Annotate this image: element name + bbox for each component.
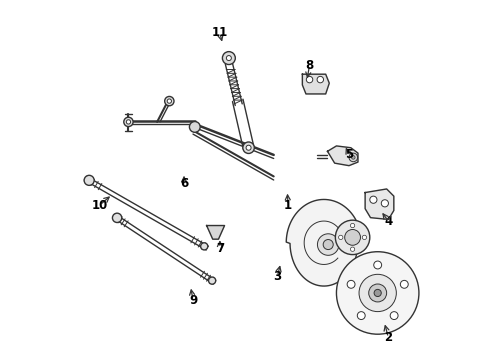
Circle shape [350, 224, 355, 228]
Text: 2: 2 [384, 331, 392, 344]
Circle shape [317, 76, 323, 83]
Circle shape [200, 243, 208, 250]
Polygon shape [365, 189, 394, 220]
Circle shape [337, 252, 419, 334]
Circle shape [165, 96, 174, 106]
Circle shape [124, 117, 133, 127]
Circle shape [390, 312, 398, 320]
Text: 11: 11 [212, 27, 228, 40]
Circle shape [350, 247, 355, 251]
Circle shape [323, 239, 333, 249]
Text: 7: 7 [216, 242, 224, 255]
Circle shape [209, 277, 216, 284]
Text: 1: 1 [284, 199, 292, 212]
Text: 3: 3 [273, 270, 281, 283]
Text: 6: 6 [180, 177, 188, 190]
Circle shape [381, 200, 389, 207]
Circle shape [246, 145, 251, 150]
Polygon shape [302, 74, 329, 94]
Circle shape [362, 235, 367, 239]
Circle shape [339, 235, 343, 239]
Circle shape [167, 99, 171, 103]
Circle shape [347, 280, 355, 288]
Circle shape [306, 76, 313, 83]
Circle shape [351, 156, 355, 159]
Circle shape [243, 142, 254, 153]
Text: 5: 5 [345, 148, 353, 161]
Circle shape [318, 234, 339, 255]
Circle shape [84, 175, 94, 185]
Text: 9: 9 [189, 294, 197, 307]
Circle shape [368, 284, 387, 302]
Circle shape [126, 120, 131, 124]
Circle shape [374, 289, 381, 297]
Circle shape [374, 261, 382, 269]
Text: 8: 8 [305, 59, 314, 72]
Circle shape [344, 229, 361, 245]
Circle shape [370, 196, 377, 203]
Circle shape [335, 220, 370, 255]
Circle shape [400, 280, 408, 288]
Circle shape [357, 312, 365, 320]
Circle shape [226, 55, 231, 60]
Circle shape [349, 153, 358, 162]
Polygon shape [327, 146, 358, 166]
Circle shape [222, 51, 235, 64]
Circle shape [112, 213, 122, 222]
Polygon shape [286, 199, 362, 286]
Text: 10: 10 [92, 199, 108, 212]
Polygon shape [207, 226, 224, 239]
Text: 4: 4 [384, 215, 392, 228]
Circle shape [359, 274, 396, 312]
Circle shape [190, 122, 200, 132]
